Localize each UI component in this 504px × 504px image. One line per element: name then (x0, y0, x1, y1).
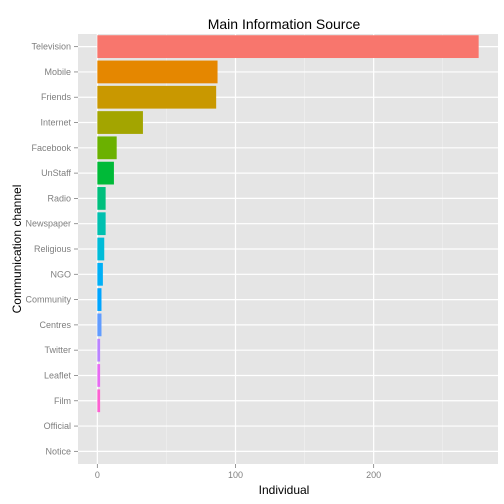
bar-film (97, 389, 101, 413)
y-tick-label: Centres (39, 320, 71, 330)
bar-facebook (97, 136, 117, 160)
y-tick-label: Radio (47, 193, 71, 203)
bar-friends (97, 85, 217, 109)
bar-twitter (97, 338, 101, 362)
y-tick-label: Mobile (44, 67, 71, 77)
y-tick-label: Friends (41, 92, 72, 102)
x-axis-title: Individual (259, 483, 310, 497)
bar-ngo (97, 262, 103, 286)
y-tick-label: Twitter (44, 345, 71, 355)
y-tick-label: NGO (50, 269, 71, 279)
x-tick-label: 100 (228, 470, 243, 480)
bar-mobile (97, 60, 218, 84)
bar-unstaff (97, 161, 114, 185)
y-tick-label: Newspaper (25, 219, 71, 229)
bar-internet (97, 111, 143, 134)
x-tick-label: 0 (95, 470, 100, 480)
bars (97, 35, 479, 413)
y-tick-labels: Television Mobile Friends Internet Facebook U… (25, 42, 78, 456)
bar-leaflet (97, 364, 101, 387)
bar-centres (97, 313, 102, 337)
bar-radio (97, 187, 106, 210)
y-tick-label: Television (31, 42, 71, 52)
y-tick-label: UnStaff (41, 168, 71, 178)
y-tick-label: Internet (40, 118, 71, 128)
bar-community (97, 288, 102, 311)
bar-television (97, 35, 479, 59)
y-tick-label: Official (44, 421, 71, 431)
y-axis-title: Communication channel (10, 185, 24, 314)
y-tick-label: Leaflet (44, 370, 72, 380)
bar-religious (97, 237, 105, 261)
y-tick-label: Religious (34, 244, 72, 254)
y-tick-label: Community (25, 295, 71, 305)
y-tick-label: Facebook (31, 143, 71, 153)
y-tick-label: Notice (45, 446, 71, 456)
y-tick-label: Film (54, 396, 71, 406)
x-tick-label: 200 (366, 470, 381, 480)
bar-newspaper (97, 212, 106, 236)
chart-title: Main Information Source (208, 16, 361, 32)
x-tick-labels: 0 100 200 (95, 464, 381, 480)
